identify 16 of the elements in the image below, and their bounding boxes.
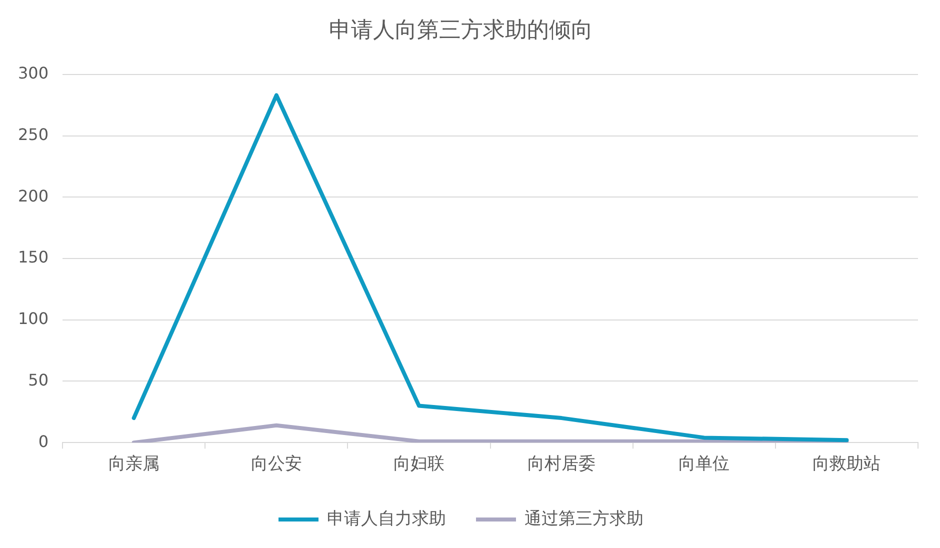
chart-title: 申请人向第三方求助的倾向 — [329, 18, 593, 43]
y-tick-label: 200 — [18, 186, 49, 206]
legend-label: 申请人自力求助 — [327, 508, 446, 529]
x-tick-label: 向村居委 — [528, 454, 596, 474]
y-tick-label: 300 — [18, 64, 49, 83]
y-tick-label: 50 — [28, 370, 49, 390]
x-tick-label: 向妇联 — [393, 454, 444, 474]
x-tick-label: 向亲属 — [108, 454, 160, 474]
y-tick-label: 100 — [18, 309, 49, 328]
x-tick-label: 向单位 — [678, 454, 730, 474]
y-tick-label: 0 — [38, 432, 49, 451]
x-tick-label: 向公安 — [250, 454, 302, 474]
legend-label: 通过第三方求助 — [524, 508, 644, 529]
y-tick-label: 150 — [18, 248, 49, 267]
y-tick-label: 250 — [18, 124, 49, 144]
x-tick-label: 向救助站 — [812, 454, 881, 474]
